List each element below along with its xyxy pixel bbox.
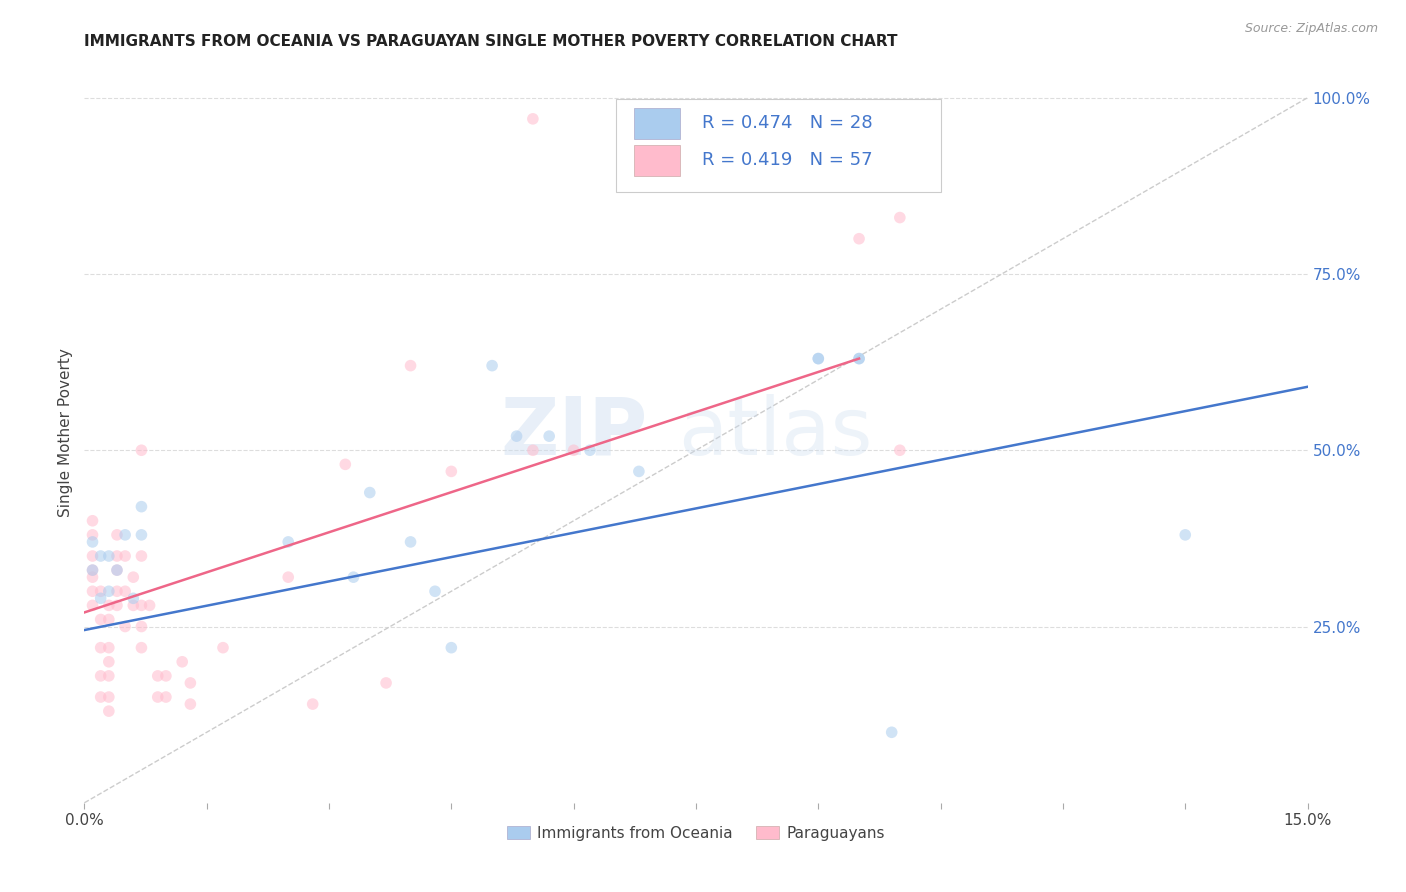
Point	[1174, 528, 1197, 542]
Point	[105, 584, 128, 599]
Point	[90, 640, 112, 655]
Legend: Immigrants from Oceania, Paraguayans: Immigrants from Oceania, Paraguayans	[501, 820, 891, 847]
Point	[848, 232, 870, 246]
Point	[97, 655, 120, 669]
Point	[579, 443, 602, 458]
Text: IMMIGRANTS FROM OCEANIA VS PARAGUAYAN SINGLE MOTHER POVERTY CORRELATION CHART: IMMIGRANTS FROM OCEANIA VS PARAGUAYAN SI…	[84, 34, 898, 49]
Point	[440, 640, 463, 655]
Point	[97, 690, 120, 704]
Bar	[634, 108, 681, 138]
Point	[82, 549, 104, 563]
Text: Source: ZipAtlas.com: Source: ZipAtlas.com	[1244, 22, 1378, 36]
Point	[90, 591, 112, 606]
Point	[105, 528, 128, 542]
Point	[114, 549, 136, 563]
Point	[82, 528, 104, 542]
Point	[82, 535, 104, 549]
Point	[82, 563, 104, 577]
Point	[807, 351, 830, 366]
Point	[82, 584, 104, 599]
Point	[880, 725, 903, 739]
Point	[90, 584, 112, 599]
Point	[105, 599, 128, 613]
Point	[277, 535, 299, 549]
Point	[522, 112, 544, 126]
Point	[131, 640, 153, 655]
Point	[131, 549, 153, 563]
Point	[889, 112, 911, 126]
Point	[131, 443, 153, 458]
Point	[277, 570, 299, 584]
Point	[627, 464, 650, 478]
Bar	[634, 145, 681, 176]
Point	[82, 599, 104, 613]
Point	[179, 697, 201, 711]
Point	[90, 612, 112, 626]
Point	[342, 570, 364, 584]
Point	[114, 584, 136, 599]
Point	[114, 619, 136, 633]
Point	[399, 535, 422, 549]
Point	[335, 458, 357, 472]
Point	[97, 704, 120, 718]
Text: R = 0.419   N = 57: R = 0.419 N = 57	[702, 151, 873, 169]
FancyBboxPatch shape	[616, 99, 941, 192]
Point	[375, 676, 398, 690]
Point	[82, 563, 104, 577]
Text: R = 0.474   N = 28: R = 0.474 N = 28	[702, 114, 873, 132]
Point	[179, 676, 201, 690]
Point	[172, 655, 194, 669]
Point	[105, 549, 128, 563]
Point	[538, 429, 561, 443]
Point	[131, 500, 153, 514]
Point	[889, 211, 911, 225]
Point	[105, 563, 128, 577]
Point	[522, 443, 544, 458]
Point	[131, 528, 153, 542]
Point	[399, 359, 422, 373]
Point	[562, 443, 585, 458]
Point	[155, 690, 177, 704]
Point	[212, 640, 235, 655]
Point	[146, 690, 169, 704]
Point	[82, 514, 104, 528]
Point	[90, 690, 112, 704]
Text: ZIP: ZIP	[501, 393, 647, 472]
Point	[481, 359, 503, 373]
Text: atlas: atlas	[678, 393, 873, 472]
Y-axis label: Single Mother Poverty: Single Mother Poverty	[58, 348, 73, 517]
Point	[90, 549, 112, 563]
Point	[359, 485, 381, 500]
Point	[807, 351, 830, 366]
Point	[97, 612, 120, 626]
Point	[505, 429, 527, 443]
Point	[138, 599, 160, 613]
Point	[848, 351, 870, 366]
Point	[90, 669, 112, 683]
Point	[97, 549, 120, 563]
Point	[889, 443, 911, 458]
Point	[146, 669, 169, 683]
Point	[848, 351, 870, 366]
Point	[423, 584, 446, 599]
Point	[131, 619, 153, 633]
Point	[82, 570, 104, 584]
Point	[97, 669, 120, 683]
Point	[97, 584, 120, 599]
Point	[440, 464, 463, 478]
Point	[122, 599, 145, 613]
Point	[105, 563, 128, 577]
Point	[122, 591, 145, 606]
Point	[155, 669, 177, 683]
Point	[97, 640, 120, 655]
Point	[122, 570, 145, 584]
Point	[114, 528, 136, 542]
Point	[131, 599, 153, 613]
Point	[97, 599, 120, 613]
Point	[301, 697, 323, 711]
